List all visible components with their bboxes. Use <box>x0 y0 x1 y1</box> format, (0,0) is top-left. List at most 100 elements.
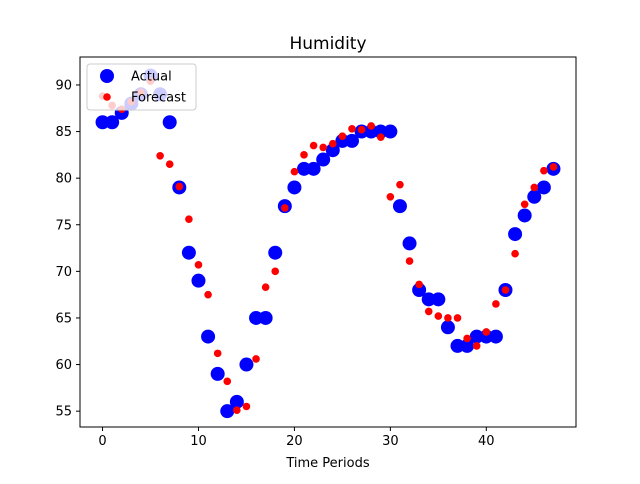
forecast-point <box>338 132 347 141</box>
forecast-point <box>444 314 452 322</box>
actual-point <box>440 320 455 335</box>
forecast-point <box>233 406 241 415</box>
actual-point <box>201 329 216 344</box>
forecast-point <box>223 377 232 386</box>
forecast-point <box>520 200 529 209</box>
forecast-point <box>415 280 423 289</box>
actual-point <box>383 124 398 139</box>
x-tick-label: 0 <box>98 434 106 449</box>
forecast-point <box>348 124 356 133</box>
forecast-point <box>357 125 366 134</box>
actual-legend-label: Actual <box>131 70 172 85</box>
actual-point <box>412 282 427 297</box>
x-axis-label: Time Periods <box>285 456 369 471</box>
forecast-point <box>213 349 222 358</box>
forecast-point <box>290 167 299 176</box>
actual-point <box>239 357 254 372</box>
forecast-point <box>434 312 443 320</box>
forecast-legend-marker <box>103 93 111 101</box>
forecast-point <box>252 355 260 363</box>
forecast-point <box>453 314 462 322</box>
actual-point <box>450 338 465 353</box>
axes-frame <box>79 56 577 428</box>
actual-point <box>249 310 264 325</box>
forecast-point <box>204 290 212 299</box>
y-tick-label: 60 <box>55 358 72 373</box>
forecast-point <box>540 166 548 175</box>
actual-point <box>268 245 283 260</box>
legend-box <box>86 63 197 111</box>
forecast-point <box>319 143 328 152</box>
x-tick-label: 20 <box>286 434 303 449</box>
actual-point <box>536 180 551 195</box>
actual-point <box>373 124 388 139</box>
actual-point <box>431 292 446 307</box>
actual-point <box>469 329 484 344</box>
x-tick-label: 40 <box>478 434 495 449</box>
forecast-point <box>511 249 519 258</box>
forecast-point <box>376 133 385 141</box>
y-tick-label: 85 <box>55 125 72 140</box>
y-tick-label: 80 <box>55 172 72 187</box>
forecast-point <box>165 160 174 168</box>
actual-point <box>210 366 225 381</box>
actual-point <box>181 245 196 260</box>
actual-point <box>508 227 523 242</box>
legend: Actual Forecast <box>86 63 197 111</box>
actual-point <box>258 310 273 325</box>
forecast-point <box>492 300 500 308</box>
actual-point <box>191 273 206 288</box>
forecast-point <box>424 307 433 316</box>
forecast-point <box>156 151 164 160</box>
x-tick-label: 10 <box>190 434 207 449</box>
forecast-point <box>309 141 318 150</box>
forecast-point <box>396 180 404 189</box>
forecast-point <box>472 342 481 350</box>
forecast-point <box>328 139 337 148</box>
forecast-point <box>386 192 395 201</box>
forecast-point <box>271 267 280 276</box>
y-tick-label: 65 <box>55 311 72 326</box>
y-tick-label: 70 <box>55 265 72 280</box>
forecast-point <box>463 334 471 343</box>
forecast-point <box>261 283 270 292</box>
actual-point <box>162 115 177 130</box>
forecast-point <box>405 257 414 265</box>
forecast-legend-label: Forecast <box>131 91 186 106</box>
forecast-point <box>185 215 193 223</box>
actual-point <box>316 152 331 167</box>
y-tick-label: 90 <box>55 78 72 93</box>
forecast-point <box>194 261 203 269</box>
actual-point <box>105 115 120 130</box>
forecast-point <box>482 328 491 336</box>
y-tick-label: 55 <box>55 405 72 420</box>
actual-point <box>364 124 379 139</box>
actual-point <box>402 236 417 251</box>
actual-point <box>287 180 302 195</box>
actual-legend-marker <box>100 69 114 83</box>
actual-point <box>517 208 532 223</box>
actual-point <box>488 329 503 344</box>
actual-point <box>527 189 542 204</box>
forecast-point <box>175 182 184 191</box>
forecast-point <box>242 402 251 411</box>
chart-title: Humidity <box>289 34 366 54</box>
forecast-point <box>549 163 558 171</box>
actual-point <box>392 199 407 214</box>
actual-point <box>229 394 244 409</box>
y-tick-label: 75 <box>55 218 72 233</box>
forecast-point <box>281 204 289 212</box>
x-tick-label: 30 <box>382 434 399 449</box>
actual-point <box>306 161 321 176</box>
actual-point <box>220 404 235 419</box>
actual-point <box>297 161 312 176</box>
forecast-point <box>367 122 375 130</box>
forecast-point <box>300 151 308 159</box>
actual-point <box>344 133 359 148</box>
forecast-point <box>501 286 510 294</box>
actual-point <box>421 292 436 307</box>
actual-point <box>95 115 110 130</box>
actual-point <box>325 143 340 158</box>
